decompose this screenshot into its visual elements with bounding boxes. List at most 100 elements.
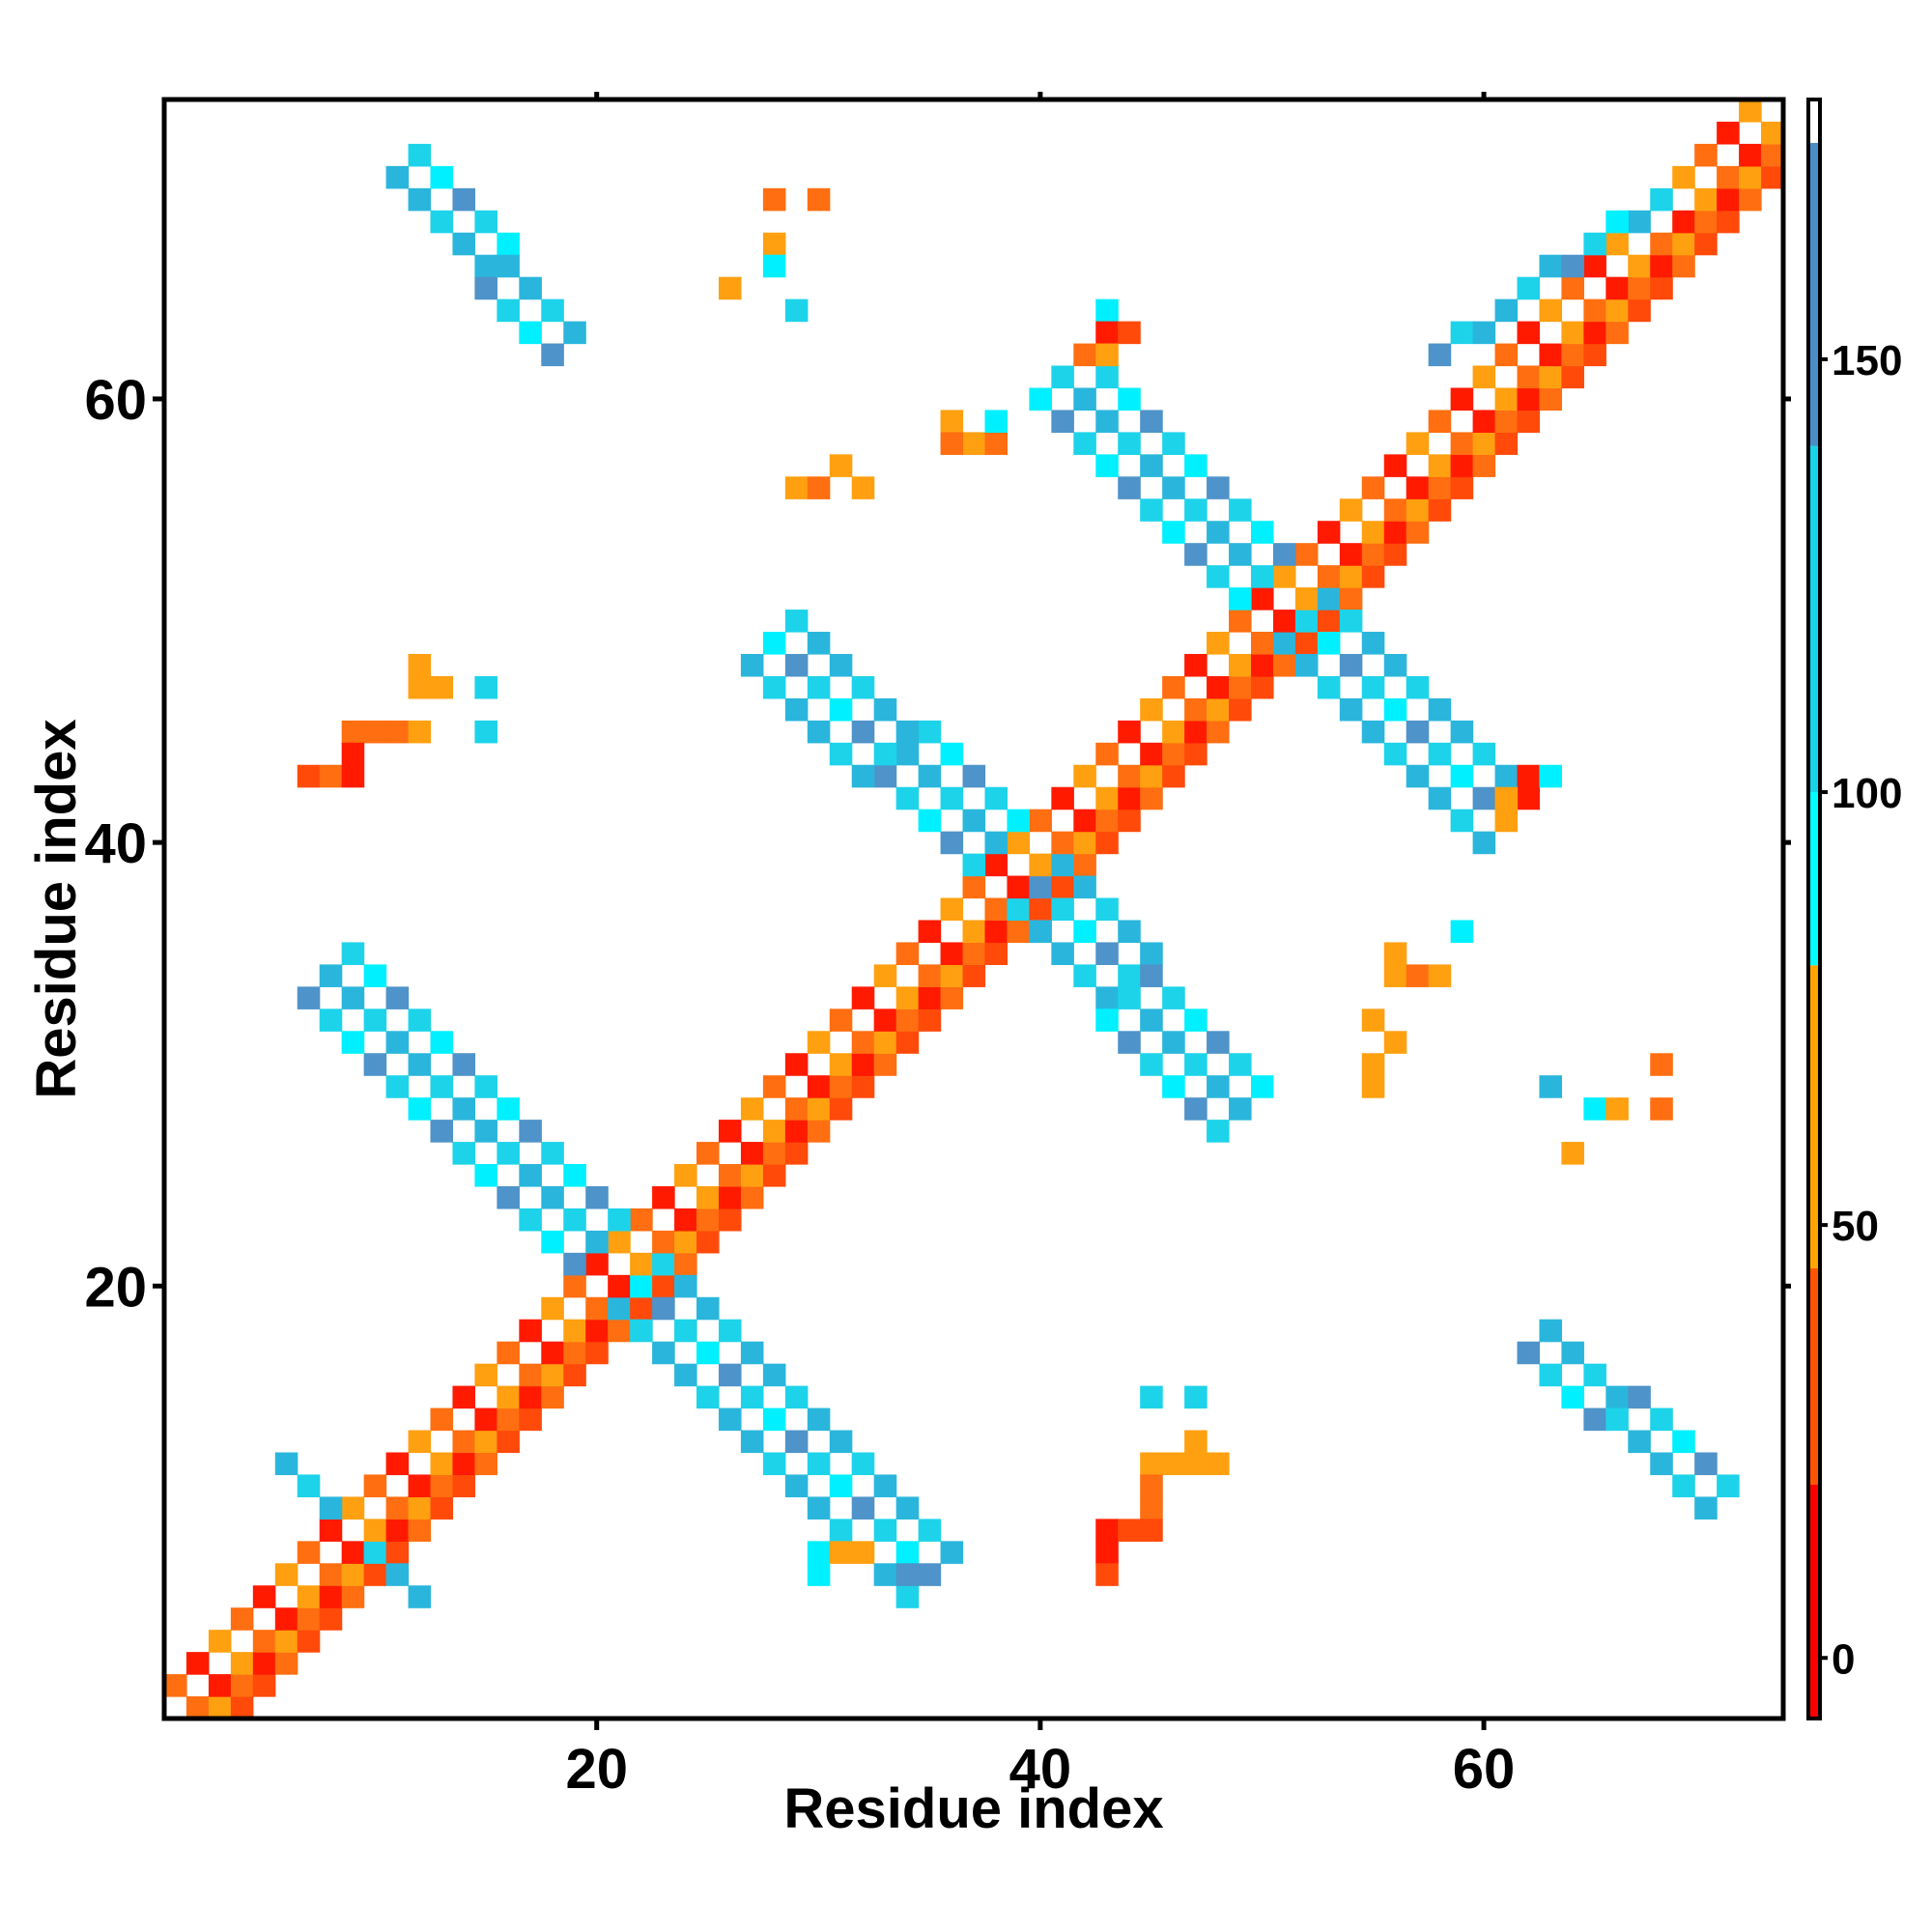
heatmap-cell xyxy=(895,1009,920,1032)
heatmap-cell xyxy=(829,1053,853,1076)
heatmap-cell xyxy=(319,1009,343,1032)
heatmap-cell xyxy=(541,1385,564,1409)
heatmap-cell xyxy=(784,610,809,633)
heatmap-cell xyxy=(807,1496,831,1520)
heatmap-cell xyxy=(541,343,564,367)
heatmap-cell xyxy=(1583,321,1606,345)
heatmap-cell xyxy=(1494,298,1519,323)
heatmap-cell xyxy=(807,1563,831,1586)
heatmap-cell xyxy=(984,432,1009,455)
heatmap-cell xyxy=(1672,1430,1695,1454)
heatmap-cell xyxy=(1207,476,1230,499)
heatmap-cell xyxy=(274,1630,298,1653)
heatmap-cell xyxy=(563,1252,586,1276)
heatmap-cell xyxy=(1095,1009,1119,1032)
heatmap-cell xyxy=(829,1075,853,1098)
heatmap-cell xyxy=(940,786,964,810)
heatmap-cell xyxy=(984,920,1009,944)
axis-ticks: 20 40 60 20 40 60 xyxy=(84,92,1791,1801)
heatmap-cell xyxy=(696,1208,720,1232)
heatmap-cell xyxy=(1739,165,1762,189)
heatmap-cell xyxy=(1162,1031,1185,1054)
heatmap-cell xyxy=(718,1363,742,1387)
heatmap-cell xyxy=(674,1363,697,1387)
heatmap-cell xyxy=(1118,321,1141,345)
colorbar-band xyxy=(1808,445,1820,793)
heatmap-cell xyxy=(430,1452,454,1476)
heatmap-cell xyxy=(341,1031,365,1054)
heatmap-cell xyxy=(829,1009,853,1032)
colorbar-band xyxy=(1808,99,1820,143)
heatmap-cell xyxy=(1494,343,1519,367)
heatmap-cell xyxy=(1073,964,1096,987)
heatmap-cell xyxy=(807,675,831,699)
heatmap-cell xyxy=(851,720,875,744)
heatmap-cell xyxy=(1229,697,1252,722)
heatmap-cell xyxy=(1383,521,1407,544)
heatmap-cell xyxy=(1361,543,1385,566)
heatmap-cell xyxy=(829,1430,853,1454)
heatmap-cell xyxy=(474,675,497,699)
heatmap-cell xyxy=(718,1319,742,1343)
heatmap-cell xyxy=(563,1274,586,1298)
heatmap-cell xyxy=(784,1097,809,1121)
heatmap-cell xyxy=(918,764,942,788)
heatmap-cell xyxy=(873,697,897,722)
heatmap-cell xyxy=(497,1341,520,1365)
heatmap-cell xyxy=(984,942,1009,965)
heatmap-cell xyxy=(385,1541,410,1564)
heatmap-cell xyxy=(1539,343,1563,367)
heatmap-cell xyxy=(1561,343,1584,367)
heatmap-cell xyxy=(608,1208,631,1232)
heatmap-cell xyxy=(297,1607,321,1631)
heatmap-cell xyxy=(1095,986,1119,1009)
heatmap-cell xyxy=(1428,343,1452,367)
heatmap-cell xyxy=(1517,387,1541,412)
heatmap-cell xyxy=(1051,831,1074,855)
heatmap-cell xyxy=(1361,675,1385,699)
heatmap-cell xyxy=(341,742,365,766)
heatmap-cell xyxy=(895,1541,920,1564)
heatmap-cell xyxy=(1317,565,1341,588)
heatmap-cell xyxy=(1118,964,1141,987)
colorbar-band xyxy=(1808,792,1820,966)
heatmap-cell xyxy=(1383,498,1407,522)
heatmap-cell xyxy=(563,1363,586,1387)
heatmap-cell xyxy=(1229,1097,1252,1121)
x-tick-label: 60 xyxy=(1453,1738,1516,1801)
heatmap-cell xyxy=(563,1319,586,1343)
heatmap-cell xyxy=(563,321,586,345)
heatmap-cell xyxy=(784,1142,809,1165)
heatmap-cell xyxy=(1073,853,1096,877)
heatmap-cell xyxy=(363,1519,387,1542)
heatmap-cell xyxy=(895,1496,920,1520)
heatmap-cell xyxy=(784,1053,809,1076)
heatmap-cell xyxy=(1472,321,1496,345)
heatmap-cell xyxy=(1583,1363,1606,1387)
heatmap-cell xyxy=(1650,1452,1673,1476)
heatmap-cell xyxy=(762,1075,786,1098)
heatmap-cell xyxy=(762,1452,786,1476)
heatmap-cell xyxy=(1494,764,1519,788)
heatmap-cell xyxy=(519,1120,542,1143)
heatmap-cell xyxy=(1628,254,1651,278)
heatmap-cell xyxy=(408,187,432,212)
heatmap-cell xyxy=(1095,1541,1119,1564)
heatmap-cell xyxy=(541,1230,564,1254)
heatmap-cell xyxy=(497,298,520,323)
heatmap-cell xyxy=(1517,410,1541,433)
heatmap-cell xyxy=(1361,632,1385,655)
heatmap-cell xyxy=(1272,610,1296,633)
heatmap-cell xyxy=(1628,210,1651,234)
heatmap-cell xyxy=(1450,720,1474,744)
heatmap-cell xyxy=(696,1142,720,1165)
heatmap-cell xyxy=(1672,254,1695,278)
heatmap-cell xyxy=(1140,498,1163,522)
heatmap-cell xyxy=(1472,365,1496,389)
heatmap-cell xyxy=(1095,365,1119,389)
heatmap-cell xyxy=(630,1296,653,1321)
heatmap-cell xyxy=(940,986,964,1009)
heatmap-cell xyxy=(608,1319,631,1343)
heatmap-cell xyxy=(430,165,454,189)
heatmap-cell xyxy=(1650,187,1673,212)
